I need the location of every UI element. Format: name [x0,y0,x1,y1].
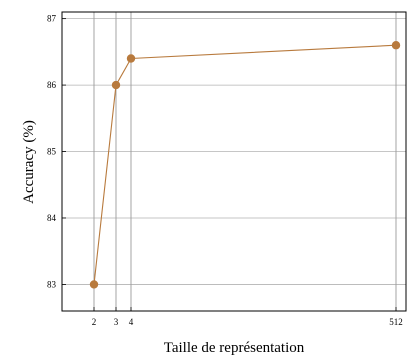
y-tick-label: 84 [47,213,57,223]
data-point [89,280,99,289]
x-tick-label: 3 [114,317,119,327]
x-tick-label: 2 [92,317,97,327]
y-tick-label: 87 [47,14,57,24]
grid [62,12,406,311]
data-point [126,54,136,63]
data-point [391,41,401,50]
series-line [93,44,397,285]
y-axis-label: Accuracy (%) [21,120,37,204]
series [89,41,401,289]
y-tick-label: 83 [47,279,57,289]
x-tick-label: 4 [129,317,134,327]
data-point [111,80,121,90]
y-tick-label: 86 [47,80,57,90]
ticks: 83 84 85 86 87 2 3 4 512 [47,14,403,327]
x-tick-label: 512 [389,317,403,327]
x-axis-label: Taille de représentation [164,340,305,356]
plot-frame [61,11,407,312]
y-tick-label: 85 [47,147,57,157]
